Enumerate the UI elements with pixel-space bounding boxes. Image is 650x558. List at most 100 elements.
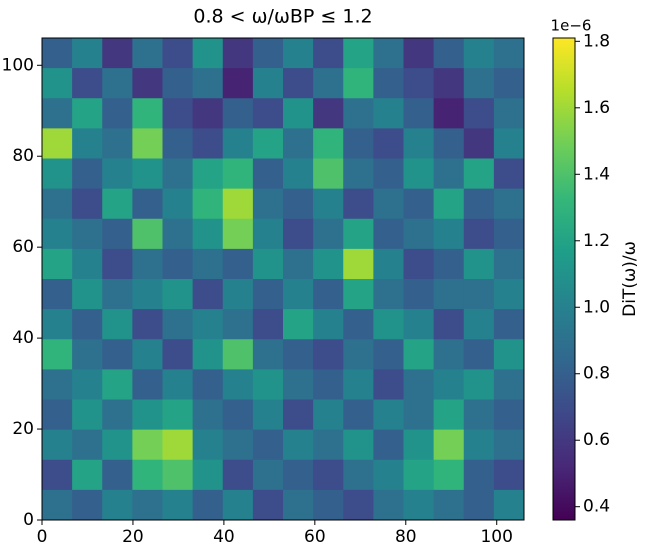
cell bbox=[162, 429, 194, 461]
cell bbox=[102, 429, 133, 461]
cell bbox=[463, 429, 495, 461]
cell bbox=[162, 128, 194, 159]
cell bbox=[222, 489, 254, 521]
cell bbox=[72, 339, 103, 370]
cell bbox=[132, 489, 163, 521]
cell bbox=[72, 68, 103, 99]
cell bbox=[463, 279, 495, 310]
cell bbox=[373, 68, 404, 99]
cell bbox=[463, 68, 495, 99]
colorbar-tick-label: 1.6 bbox=[583, 98, 610, 118]
colorbar-tick-label: 0.4 bbox=[583, 497, 610, 517]
cell bbox=[42, 248, 73, 280]
cell bbox=[222, 248, 254, 280]
cell bbox=[252, 38, 284, 69]
cell bbox=[373, 489, 404, 521]
cell bbox=[373, 459, 404, 491]
cell bbox=[42, 339, 73, 370]
cell bbox=[102, 158, 133, 190]
colorbar-label: DiT(ω)/ω bbox=[620, 241, 640, 317]
cell bbox=[403, 38, 435, 69]
cell bbox=[403, 158, 435, 190]
cell bbox=[313, 429, 344, 461]
cell bbox=[313, 68, 344, 99]
cell bbox=[463, 128, 495, 159]
cell bbox=[222, 399, 254, 431]
cell bbox=[42, 158, 73, 190]
cell bbox=[283, 429, 314, 461]
cell bbox=[373, 399, 404, 431]
cell bbox=[162, 369, 194, 400]
cell bbox=[132, 309, 163, 340]
cell bbox=[313, 248, 344, 280]
cell bbox=[222, 309, 254, 340]
cell bbox=[192, 369, 224, 400]
cell bbox=[403, 68, 435, 99]
cell bbox=[72, 399, 103, 431]
cell bbox=[343, 279, 374, 310]
cell bbox=[283, 248, 314, 280]
cell bbox=[252, 369, 284, 400]
cell bbox=[192, 128, 224, 159]
cell bbox=[102, 489, 133, 521]
cell bbox=[283, 158, 314, 190]
colorbar-tick-label: 1.0 bbox=[583, 297, 610, 317]
cell bbox=[313, 218, 344, 250]
cell bbox=[433, 369, 465, 400]
cell bbox=[192, 459, 224, 491]
cell bbox=[132, 369, 163, 400]
cell bbox=[132, 38, 163, 69]
cell bbox=[42, 188, 73, 220]
cell bbox=[102, 188, 133, 220]
cell bbox=[343, 98, 374, 129]
cell bbox=[102, 98, 133, 129]
colorbar-tick-label: 1.8 bbox=[583, 31, 610, 51]
cell bbox=[433, 158, 465, 190]
cell bbox=[493, 489, 525, 521]
cell bbox=[283, 98, 314, 129]
cell bbox=[283, 489, 314, 521]
cell bbox=[102, 459, 133, 491]
y-tick-label: 20 bbox=[12, 419, 34, 439]
cell bbox=[132, 459, 163, 491]
cell bbox=[433, 429, 465, 461]
cell bbox=[463, 188, 495, 220]
cell bbox=[403, 339, 435, 370]
colorbar bbox=[552, 37, 576, 521]
cell bbox=[192, 248, 224, 280]
cell bbox=[42, 128, 73, 159]
cell bbox=[433, 399, 465, 431]
chart-title: 0.8 < ω/ωBP ≤ 1.2 bbox=[193, 6, 372, 28]
cell bbox=[283, 279, 314, 310]
cell bbox=[373, 188, 404, 220]
cell bbox=[72, 128, 103, 159]
cell bbox=[463, 218, 495, 250]
cell bbox=[403, 98, 435, 129]
cell bbox=[373, 369, 404, 400]
cell bbox=[343, 158, 374, 190]
cell bbox=[102, 279, 133, 310]
cell bbox=[162, 188, 194, 220]
colorbar-tick-label: 1.4 bbox=[583, 164, 610, 184]
cell bbox=[162, 489, 194, 521]
cell bbox=[132, 158, 163, 190]
cell bbox=[403, 399, 435, 431]
cell bbox=[102, 339, 133, 370]
cell bbox=[162, 158, 194, 190]
cell bbox=[283, 339, 314, 370]
cell bbox=[222, 188, 254, 220]
cell bbox=[343, 489, 374, 521]
cell bbox=[222, 459, 254, 491]
colorbar-tick-label: 0.8 bbox=[583, 364, 610, 384]
cell bbox=[132, 188, 163, 220]
cell bbox=[252, 279, 284, 310]
cell bbox=[313, 279, 344, 310]
cell bbox=[343, 128, 374, 159]
cell bbox=[433, 188, 465, 220]
cell bbox=[222, 158, 254, 190]
cell bbox=[463, 339, 495, 370]
cell bbox=[42, 489, 73, 521]
cell bbox=[72, 459, 103, 491]
cell bbox=[493, 158, 525, 190]
